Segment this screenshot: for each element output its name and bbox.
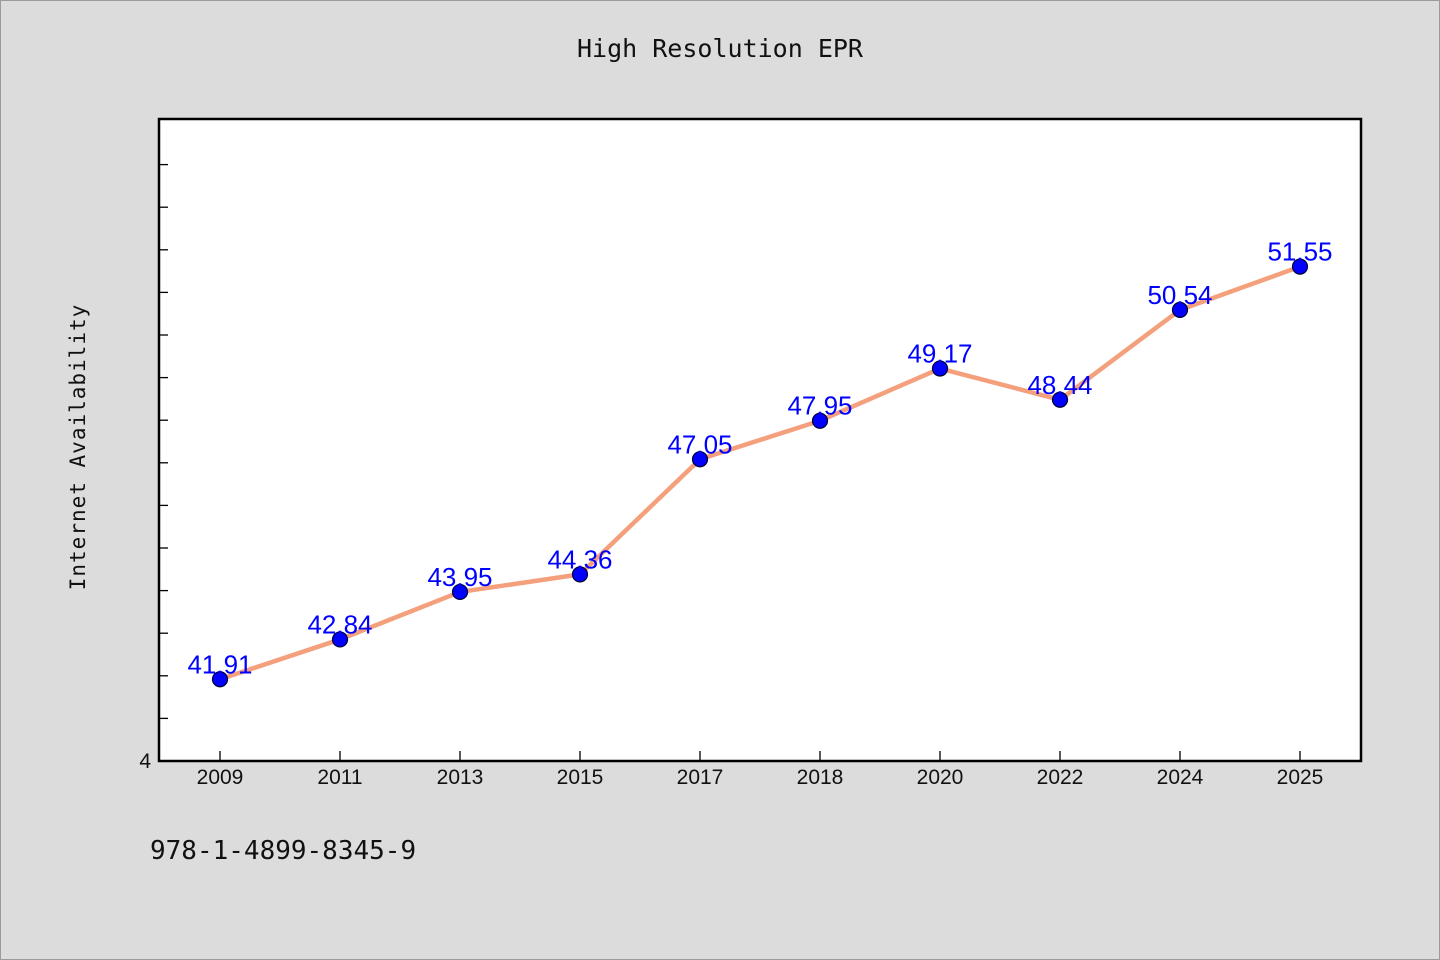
x-tick-label: 2017 xyxy=(677,766,724,789)
data-point[interactable] xyxy=(1291,258,1309,275)
data-point[interactable] xyxy=(691,451,709,468)
x-axis-ticks: 2009 2011 2013 2015 2017 2018 2020 2022 2024 2025 xyxy=(197,751,1324,789)
data-point[interactable] xyxy=(211,671,229,688)
data-point[interactable] xyxy=(451,583,469,601)
data-point[interactable] xyxy=(811,412,829,429)
data-label: 51.55 xyxy=(1267,237,1332,267)
x-tick-label: 2024 xyxy=(1157,766,1204,789)
series-line-group xyxy=(217,264,1303,682)
x-tick-label: 2018 xyxy=(797,766,844,789)
data-label: 47.95 xyxy=(787,391,852,421)
markers-group xyxy=(211,258,1309,688)
x-tick-label: 2022 xyxy=(1037,766,1084,789)
data-label: 50.54 xyxy=(1147,280,1212,310)
data-point[interactable] xyxy=(931,360,949,377)
series-line xyxy=(217,264,1303,682)
data-point[interactable] xyxy=(571,566,589,583)
data-label: 41.91 xyxy=(187,649,252,679)
x-tick-label: 2025 xyxy=(1277,766,1324,789)
chart-title: High Resolution EPR xyxy=(577,34,863,63)
x-tick-label: 2015 xyxy=(557,766,604,789)
data-label: 49.17 xyxy=(907,339,972,369)
y-tick-label: 4 xyxy=(139,750,151,773)
data-point[interactable] xyxy=(1171,301,1189,318)
data-labels-group: 41.91 42.84 43.95 44.36 47.05 47.95 49.17 48.44… xyxy=(187,237,1332,680)
data-label: 43.95 xyxy=(427,562,492,592)
x-tick-label: 2009 xyxy=(197,766,244,789)
x-tick-label: 2011 xyxy=(317,766,362,789)
x-tick-label: 2020 xyxy=(917,766,964,789)
data-label: 47.05 xyxy=(667,429,732,459)
data-point[interactable] xyxy=(331,631,349,648)
data-point[interactable] xyxy=(1051,391,1069,408)
footer-code: 978-1-4899-8345-9 xyxy=(150,836,417,866)
data-label: 48.44 xyxy=(1027,370,1092,400)
x-tick-label: 2013 xyxy=(437,766,484,789)
data-label: 44.36 xyxy=(547,544,612,574)
y-axis-ticks: 4 xyxy=(139,163,168,773)
data-label: 42.84 xyxy=(307,609,372,639)
